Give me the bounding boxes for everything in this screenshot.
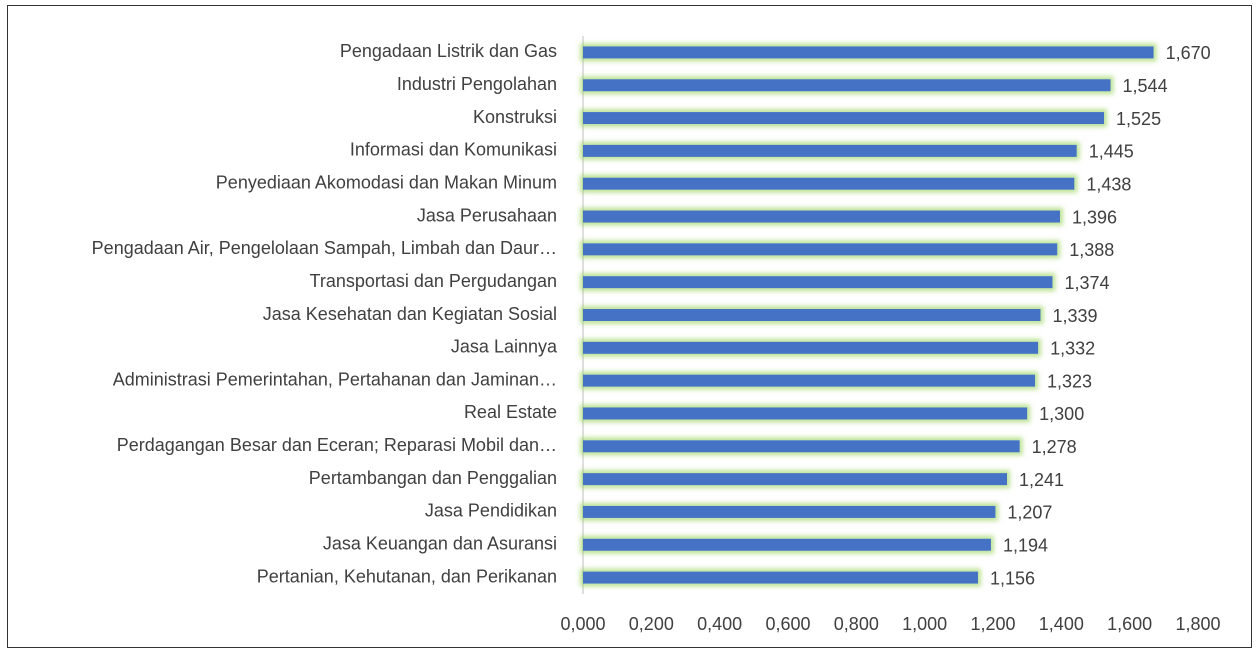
data-label: 1,388 — [1069, 240, 1114, 260]
data-label: 1,207 — [1007, 503, 1052, 523]
x-tick-label: 1,200 — [970, 614, 1015, 634]
data-label: 1,278 — [1032, 437, 1077, 457]
y-tick-label: Real Estate — [464, 402, 557, 422]
y-tick-label: Pertambangan dan Penggalian — [309, 468, 557, 488]
x-tick-label: 0,800 — [834, 614, 879, 634]
bar — [583, 571, 978, 584]
x-tick-label: 1,000 — [902, 614, 947, 634]
data-label: 1,544 — [1123, 76, 1168, 96]
data-label: 1,194 — [1003, 536, 1048, 556]
x-tick-label: 1,400 — [1039, 614, 1084, 634]
data-label: 1,445 — [1089, 142, 1134, 162]
y-tick-label: Transportasi dan Pergudangan — [310, 271, 558, 291]
data-label: 1,332 — [1050, 339, 1095, 359]
y-tick-label: Pengadaan Listrik dan Gas — [340, 41, 557, 61]
bar — [583, 112, 1105, 125]
bar — [583, 374, 1036, 387]
data-label: 1,339 — [1052, 306, 1097, 326]
bar — [583, 46, 1154, 59]
bar — [583, 440, 1020, 453]
chart-frame — [7, 5, 1252, 648]
data-label: 1,438 — [1086, 174, 1131, 194]
bar — [583, 177, 1075, 190]
bar — [583, 341, 1039, 354]
bar — [583, 276, 1053, 289]
y-tick-label: Industri Pengolahan — [397, 74, 557, 94]
y-tick-label: Administrasi Pemerintahan, Pertahanan da… — [113, 369, 557, 389]
y-tick-label: Jasa Pendidikan — [425, 501, 557, 521]
y-tick-label: Konstruksi — [473, 107, 557, 127]
y-tick-label: Jasa Keuangan dan Asuransi — [323, 534, 557, 554]
x-tick-label: 1,800 — [1175, 614, 1220, 634]
y-tick-label: Jasa Lainnya — [451, 337, 558, 357]
y-tick-label: Penyediaan Akomodasi dan Makan Minum — [216, 172, 557, 192]
bar — [583, 243, 1058, 256]
bar — [583, 505, 996, 518]
data-label: 1,300 — [1039, 404, 1084, 424]
data-label: 1,374 — [1064, 273, 1109, 293]
bar — [583, 473, 1008, 486]
x-tick-label: 0,400 — [697, 614, 742, 634]
data-label: 1,241 — [1019, 470, 1064, 490]
y-tick-label: Informasi dan Komunikasi — [350, 140, 557, 160]
data-label: 1,323 — [1047, 371, 1092, 391]
x-tick-label: 1,600 — [1107, 614, 1152, 634]
y-tick-label: Perdagangan Besar dan Eceran; Reparasi M… — [117, 435, 557, 455]
bar — [583, 144, 1077, 157]
x-tick-label: 0,000 — [560, 614, 605, 634]
data-label: 1,670 — [1166, 43, 1211, 63]
y-tick-label: Jasa Kesehatan dan Kegiatan Sosial — [263, 304, 557, 324]
bar — [583, 538, 991, 551]
y-tick-label: Pengadaan Air, Pengelolaan Sampah, Limba… — [92, 238, 557, 258]
y-tick-label: Jasa Perusahaan — [417, 205, 557, 225]
bar — [583, 309, 1041, 321]
data-label: 1,396 — [1072, 207, 1117, 227]
y-tick-label: Pertanian, Kehutanan, dan Perikanan — [257, 566, 557, 586]
bar — [583, 79, 1111, 92]
bar — [583, 210, 1060, 223]
data-label: 1,156 — [990, 568, 1035, 588]
x-tick-label: 0,200 — [629, 614, 674, 634]
x-tick-label: 0,600 — [765, 614, 810, 634]
data-label: 1,525 — [1116, 109, 1161, 129]
bar — [583, 407, 1028, 420]
